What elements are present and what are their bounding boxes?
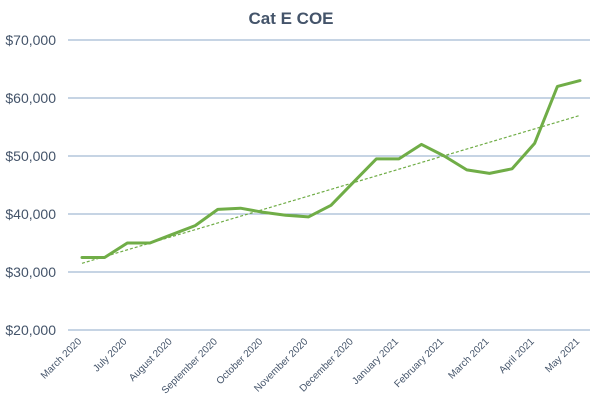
x-tick-label: March 2020 [39,336,84,381]
x-tick-label: October 2020 [215,336,266,387]
x-tick-label: August 2020 [127,336,175,384]
series-line [80,79,582,259]
y-axis-tick-labels: $20,000 $30,000 $40,000 $50,000 $60,000 $70,0… [5,32,56,338]
y-tick-label: $30,000 [5,264,56,280]
gridlines [68,39,590,331]
series-layer [80,79,582,259]
x-tick-label: March 2021 [446,336,491,381]
y-tick-label: $40,000 [5,206,56,222]
y-tick-label: $60,000 [5,90,56,106]
x-tick-label: May 2021 [543,336,582,375]
chart-title: Cat E COE [248,9,333,28]
y-tick-label: $50,000 [5,148,56,164]
y-tick-label: $70,000 [5,32,56,48]
x-tick-label: April 2021 [497,336,537,376]
y-tick-label: $20,000 [5,322,56,338]
x-tick-label: July 2020 [91,336,129,374]
x-tick-label: January 2021 [350,336,401,387]
